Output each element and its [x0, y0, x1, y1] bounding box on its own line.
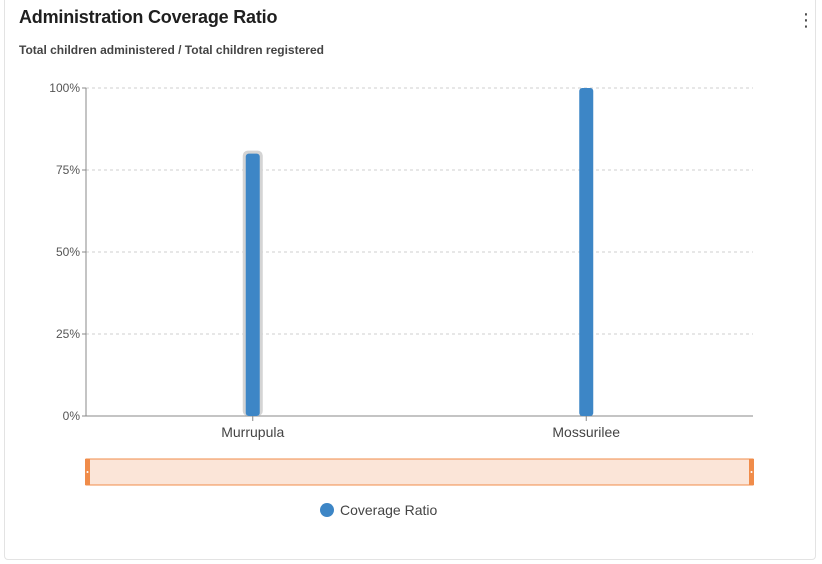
x-tick-label: Murrupula — [221, 424, 284, 440]
y-tick-label: 75% — [56, 163, 80, 177]
y-tick-label: 0% — [63, 409, 81, 423]
handle-grip — [750, 471, 753, 473]
legend-label: Coverage Ratio — [340, 502, 438, 518]
range-scrollbar[interactable] — [85, 458, 754, 486]
legend-item-coverage-ratio[interactable]: Coverage Ratio — [320, 500, 437, 520]
legend-swatch — [320, 503, 334, 517]
x-tick-label: Mossurilee — [552, 424, 620, 440]
bar-mossurilee[interactable] — [579, 88, 594, 416]
y-tick-label: 25% — [56, 327, 80, 341]
handle-grip — [86, 471, 89, 473]
chart-title: Administration Coverage Ratio — [19, 7, 278, 27]
y-tick-label: 100% — [49, 81, 80, 95]
bar-murrupula[interactable] — [245, 153, 260, 416]
chart-subtitle: Total children administered / Total chil… — [19, 43, 324, 57]
y-tick-label: 50% — [56, 245, 80, 259]
